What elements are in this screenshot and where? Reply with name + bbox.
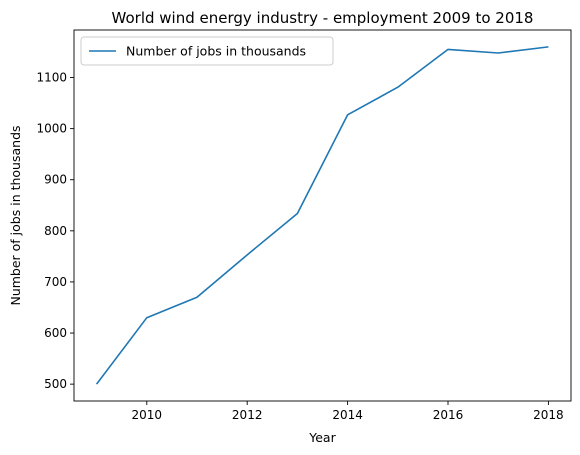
chart-title: World wind energy industry - employment … xyxy=(112,9,534,27)
plot-frame xyxy=(73,29,572,402)
y-tick-label-900: 900 xyxy=(44,173,67,187)
x-tick-label-2014: 2014 xyxy=(332,408,363,422)
y-tick-label-1000: 1000 xyxy=(36,122,67,136)
y-tick-label-800: 800 xyxy=(44,224,67,238)
series-line-0 xyxy=(95,46,549,385)
y-tick-label-500: 500 xyxy=(44,377,67,391)
y-tick-label-600: 600 xyxy=(44,326,67,340)
x-tick-label-2018: 2018 xyxy=(533,408,564,422)
y-tick-label-700: 700 xyxy=(44,275,67,289)
x-tick-label-2016: 2016 xyxy=(433,408,464,422)
plot-area: 2010 2012 2014 2016 2018 500 600 700 800 900 1000 1… xyxy=(36,29,572,422)
legend-box xyxy=(80,36,334,66)
x-tick-label-2012: 2012 xyxy=(232,408,263,422)
y-axis-label: Number of jobs in thousands xyxy=(8,125,23,305)
y-tick-label-1100: 1100 xyxy=(36,71,67,85)
x-tick-label-2010: 2010 xyxy=(132,408,163,422)
legend-label-0: Number of jobs in thousands xyxy=(126,44,306,59)
legend: Number of jobs in thousands xyxy=(80,36,334,66)
x-axis-label: Year xyxy=(308,430,336,445)
